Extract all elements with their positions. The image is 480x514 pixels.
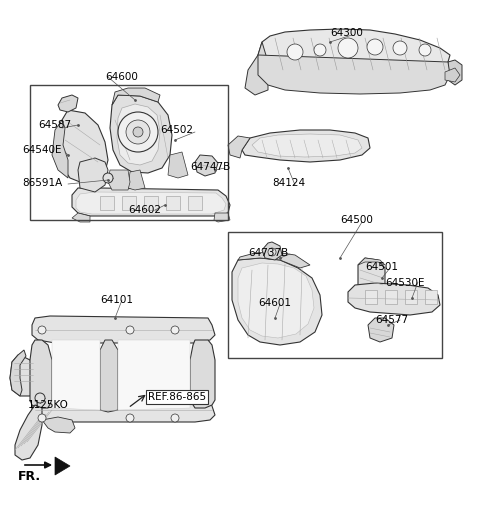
Polygon shape [368,318,394,342]
Polygon shape [108,170,130,190]
Text: 1125KO: 1125KO [28,400,69,410]
Polygon shape [358,258,385,292]
Polygon shape [118,340,190,410]
Polygon shape [110,95,172,173]
Circle shape [171,414,179,422]
Bar [30,85,228,220]
Polygon shape [42,417,75,433]
Circle shape [419,44,431,56]
Circle shape [338,38,358,58]
Text: FR.: FR. [18,470,41,483]
Bar [144,196,158,210]
Polygon shape [58,95,78,112]
Text: 64602: 64602 [128,205,161,215]
Polygon shape [32,398,215,422]
Text: 86591A: 86591A [22,178,62,188]
Polygon shape [190,340,215,408]
Text: 64101: 64101 [100,295,133,305]
Polygon shape [258,29,450,74]
Polygon shape [245,42,268,95]
Polygon shape [100,340,118,412]
Polygon shape [72,188,230,216]
Polygon shape [128,170,145,190]
Polygon shape [60,110,108,182]
Circle shape [126,326,134,334]
Polygon shape [112,88,160,105]
Polygon shape [348,283,440,315]
Polygon shape [76,192,226,214]
Bar [100,196,114,210]
Polygon shape [258,55,450,94]
Circle shape [126,120,150,144]
Polygon shape [30,340,52,408]
Circle shape [118,112,158,152]
Polygon shape [232,258,322,345]
Text: 64737B: 64737B [248,248,288,258]
Bar [166,196,180,210]
Circle shape [393,41,407,55]
Text: 64601: 64601 [258,298,291,308]
Polygon shape [448,60,462,85]
Circle shape [133,127,143,137]
Bar [365,290,377,304]
Circle shape [287,44,303,60]
Circle shape [38,414,46,422]
Text: 64500: 64500 [340,215,373,225]
Text: 64300: 64300 [330,28,363,38]
Text: REF.86-865: REF.86-865 [148,392,206,402]
Text: 64530E: 64530E [385,278,424,288]
Polygon shape [52,120,68,178]
Polygon shape [117,104,160,165]
Polygon shape [10,355,35,396]
Text: 64502: 64502 [160,125,193,135]
Polygon shape [214,213,230,222]
Polygon shape [238,252,310,268]
Polygon shape [32,316,215,343]
Text: 64600: 64600 [105,72,138,82]
Polygon shape [52,340,100,410]
Bar [188,196,202,210]
Bar [425,290,437,304]
Circle shape [103,173,113,183]
Circle shape [314,44,326,56]
Text: 64587: 64587 [38,120,71,130]
Polygon shape [15,405,42,460]
Polygon shape [262,242,282,260]
Polygon shape [252,134,362,157]
Polygon shape [242,130,370,162]
Circle shape [268,248,276,256]
Circle shape [367,39,383,55]
Polygon shape [72,213,90,222]
Polygon shape [358,258,385,265]
Polygon shape [55,457,70,475]
Text: 84124: 84124 [272,178,305,188]
Polygon shape [78,158,108,192]
Bar [385,290,397,304]
Polygon shape [228,136,250,158]
Bar [405,290,417,304]
Circle shape [38,326,46,334]
Text: 64540E: 64540E [22,145,61,155]
Circle shape [171,326,179,334]
Bar [228,232,442,358]
Polygon shape [238,263,314,338]
Polygon shape [445,68,460,82]
Bar [122,196,136,210]
Text: 64747B: 64747B [190,162,230,172]
Polygon shape [168,152,188,178]
Circle shape [126,414,134,422]
Circle shape [35,393,45,403]
Polygon shape [10,350,26,396]
Text: 64577: 64577 [375,315,408,325]
Text: 64501: 64501 [365,262,398,272]
Polygon shape [195,155,218,176]
